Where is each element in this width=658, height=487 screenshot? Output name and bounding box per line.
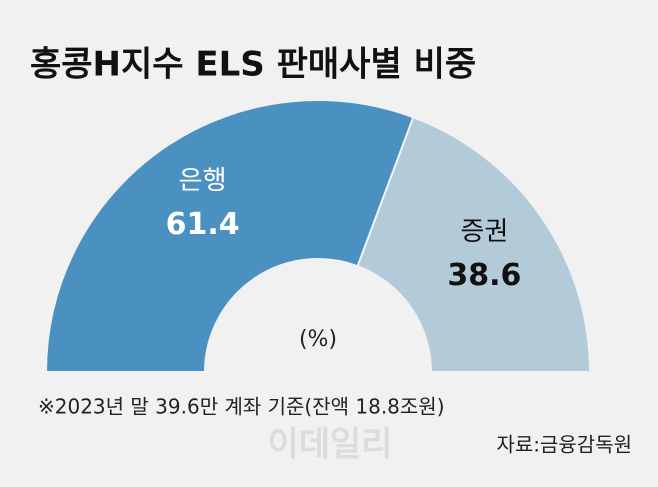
unit-label: (%) xyxy=(299,327,337,352)
wedge xyxy=(44,99,415,373)
source: 자료:금융감독원 xyxy=(496,433,632,457)
chart-title: 홍콩H지수 ELS 판매사별 비중 xyxy=(30,45,476,85)
category-label: 은행 xyxy=(179,166,227,196)
category-label: 증권 xyxy=(460,217,508,247)
wedge xyxy=(356,115,592,373)
note: ※2023년 말 39.6만 계좌 기준(잔액 18.8조원) xyxy=(38,395,445,419)
value-label: 61.4 xyxy=(166,207,240,242)
watermark: 이데일리 xyxy=(267,425,392,465)
value-label: 38.6 xyxy=(447,258,521,293)
